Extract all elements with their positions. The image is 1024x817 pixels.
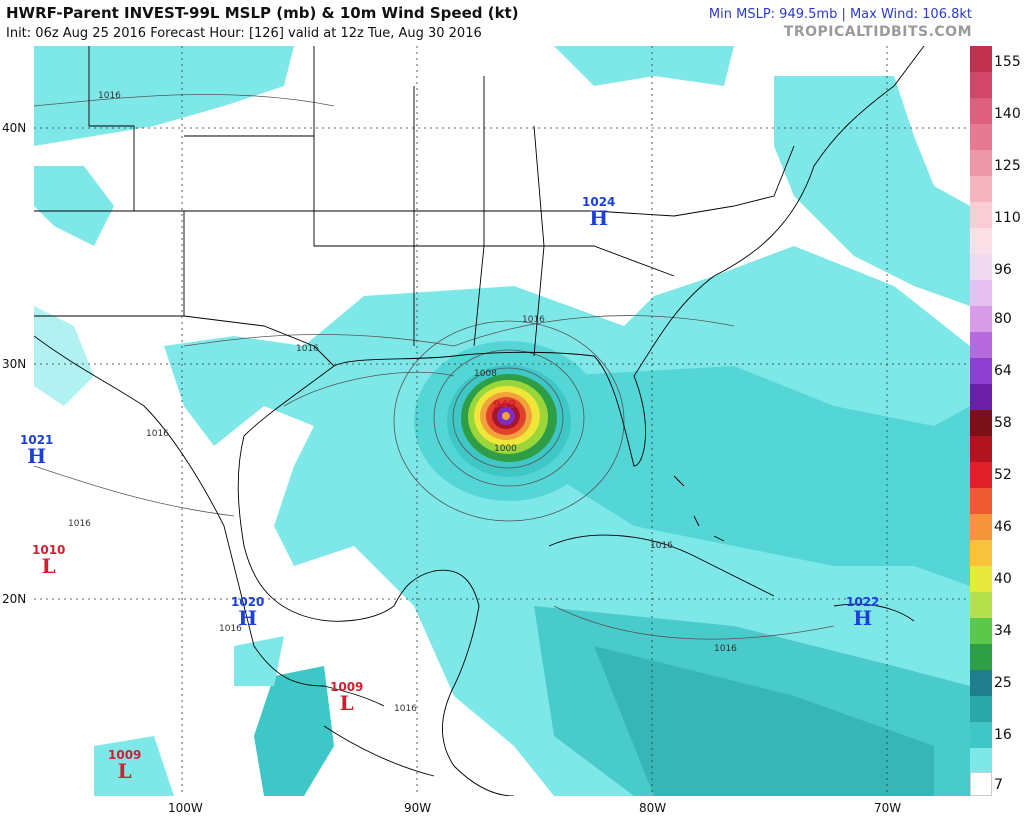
min-pressure-label: 949	[493, 398, 516, 411]
lon-label-90w: 90W	[404, 801, 432, 815]
high-pressure-marker: 1022 H	[846, 595, 880, 630]
colorbar-labels: 155 140 125 110 96 80 64 58 52 46 40 34 …	[994, 46, 1024, 796]
isobar-label: 1016	[146, 429, 169, 439]
isobar-label: 1016	[219, 624, 242, 634]
colorbar-label: 64	[994, 363, 1012, 379]
map-canvas: 1016 1016 1016 1016 1016 1016 1016 1008 …	[34, 46, 970, 796]
borders	[34, 46, 925, 796]
colorbar-label: 110	[994, 210, 1021, 226]
high-pressure-marker: 1021 H	[20, 433, 54, 468]
min-mslp-max-wind: Min MSLP: 949.5mb | Max Wind: 106.8kt	[708, 7, 972, 22]
colorbar-label: 125	[994, 158, 1021, 174]
colorbar-label: 52	[994, 467, 1012, 483]
isobar-label: 1016	[296, 344, 319, 354]
lat-label-40n: 40N	[2, 121, 27, 135]
wind-speed-colorbar	[970, 46, 992, 796]
colorbar-label: 40	[994, 571, 1012, 587]
isobar-label: 1016	[98, 91, 121, 101]
low-pressure-marker: 1010 L	[32, 543, 66, 578]
init-forecast-info: Init: 06z Aug 25 2016 Forecast Hour: [12…	[6, 26, 482, 41]
colorbar-label: 7	[994, 777, 1003, 793]
colorbar-label: 46	[994, 519, 1012, 535]
header: HWRF-Parent INVEST-99L MSLP (mb) & 10m W…	[0, 0, 1024, 46]
colorbar-label: 140	[994, 106, 1021, 122]
colorbar-label: 96	[994, 262, 1012, 278]
low-pressure-marker: 1009 L	[330, 680, 364, 715]
lon-label-70w: 70W	[874, 801, 902, 815]
isobar-label: 1016	[68, 519, 91, 529]
isobar-label-group: 1016 1016 1016 1016 1016 1016 1016 1008 …	[68, 91, 737, 714]
low-pressure-marker: 1009 L	[108, 748, 142, 783]
lat-label-20n: 20N	[2, 592, 27, 606]
grid-lines	[34, 46, 970, 796]
high-pressure-marker: 1020 H	[231, 595, 265, 630]
isobar-label: 1016	[650, 541, 673, 551]
chart-title: HWRF-Parent INVEST-99L MSLP (mb) & 10m W…	[6, 4, 519, 22]
colorbar-label: 80	[994, 311, 1012, 327]
isobar-label: 1016	[522, 315, 545, 325]
isobar-label: 1008	[474, 369, 497, 379]
site-watermark: TROPICALTIDBITS.COM	[783, 24, 972, 40]
isobar-label: 1016	[714, 644, 737, 654]
colorbar-label: 25	[994, 675, 1012, 691]
weather-map[interactable]: 1016 1016 1016 1016 1016 1016 1016 1008 …	[34, 46, 970, 796]
isobar-label: 1016	[394, 704, 417, 714]
lon-label-100w: 100W	[168, 801, 203, 815]
lat-label-30n: 30N	[2, 357, 27, 371]
isobars	[34, 94, 835, 640]
high-pressure-marker: 1024 H	[582, 195, 616, 230]
colorbar-label: 58	[994, 415, 1012, 431]
wind-shading	[34, 46, 970, 796]
colorbar-label: 34	[994, 623, 1012, 639]
hurricane-core	[414, 341, 604, 501]
isobar-label: 1000	[494, 444, 517, 454]
colorbar-label: 155	[994, 54, 1021, 70]
colorbar-label: 16	[994, 727, 1012, 743]
lon-label-80w: 80W	[639, 801, 667, 815]
